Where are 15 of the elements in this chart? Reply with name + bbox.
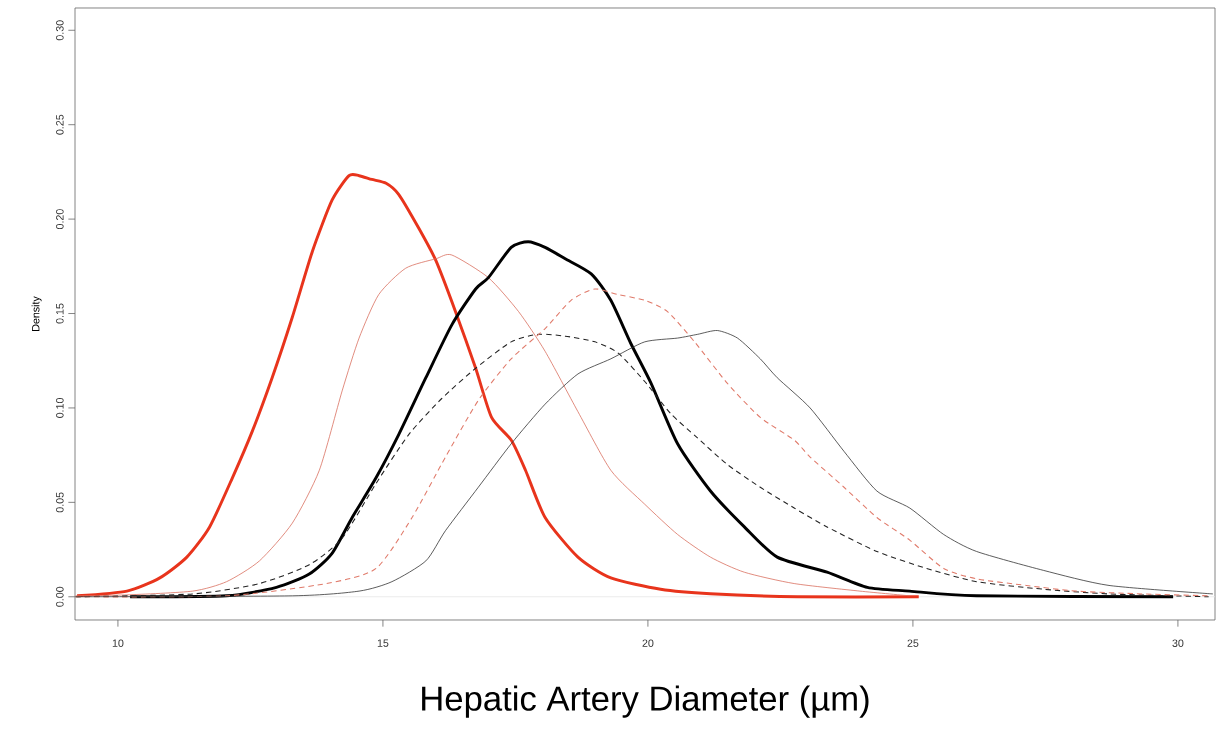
x-tick-label: 10	[112, 639, 124, 647]
y-tick-label: 0.10	[56, 397, 64, 418]
y-tick-label: 0.00	[56, 586, 64, 607]
y-axis-title: Density	[31, 296, 42, 331]
y-tick-label: 0.30	[56, 20, 64, 41]
line-series	[128, 240, 1175, 599]
y-tick-label: 0.05	[56, 492, 64, 513]
x-tick-label: 15	[377, 639, 389, 647]
y-tick-label: 0.25	[56, 114, 64, 135]
x-tick-label: 20	[642, 639, 654, 647]
y-tick-label: 0.20	[56, 209, 64, 230]
x-axis-title: Hepatic Artery Diameter (µm)	[422, 685, 869, 718]
y-tick-label: 0.15	[56, 303, 64, 324]
x-tick-label: 30	[1172, 639, 1184, 647]
x-tick-label: 25	[907, 639, 919, 647]
